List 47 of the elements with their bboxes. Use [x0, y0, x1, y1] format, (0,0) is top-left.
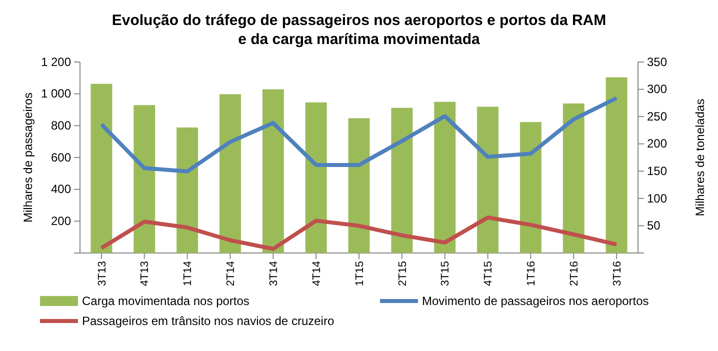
x-tick-label: 1T16	[526, 261, 538, 286]
chart-title: Evolução do tráfego de passageiros nos aeroportos e portos da RAM e da carga marítima movimentada	[112, 12, 606, 48]
bar	[562, 103, 584, 253]
y2-tick-label: 50	[647, 218, 661, 233]
x-tick-label: 4T14	[310, 261, 323, 286]
bar	[176, 127, 198, 253]
y2-tick-label: 100	[647, 191, 668, 206]
bar	[348, 118, 370, 253]
bar	[391, 108, 413, 253]
bar	[434, 102, 456, 253]
y-tick-label: 200	[50, 214, 72, 228]
y-tick-label: 1 000	[40, 86, 72, 101]
x-tick-label: 2T14	[225, 261, 238, 286]
x-tick-label: 3T13	[96, 261, 108, 286]
bar	[220, 94, 241, 253]
y-tick-label: 800	[50, 118, 72, 133]
bar	[262, 89, 284, 253]
x-tick-label: 1T14	[182, 261, 194, 286]
bar	[90, 84, 112, 253]
line-series	[99, 216, 619, 251]
y-tick-label: 400	[50, 182, 72, 196]
line-series	[99, 96, 619, 174]
bar	[305, 102, 327, 253]
x-tick-label: 2T15	[396, 261, 409, 286]
y-tick-label: 1 200	[40, 54, 72, 69]
legend-label: Passageiros em trânsito nos navios de cruzeiro	[82, 314, 334, 328]
y2-tick-label: 350	[647, 54, 668, 69]
x-tick-label: 1T15	[354, 261, 366, 286]
y2-tick-label: 150	[647, 164, 668, 178]
x-tick-label: 4T13	[139, 261, 152, 286]
x-tick-label: 4T15	[482, 261, 495, 286]
x-tick-label: 3T16	[611, 261, 624, 286]
x-tick-label: 3T14	[268, 261, 280, 286]
y2-axis-title: Milhares de toneladas	[693, 98, 707, 216]
bar	[134, 105, 156, 253]
y2-tick-label: 200	[647, 136, 668, 151]
x-tick-label: 3T15	[440, 261, 452, 286]
y-tick-label: 600	[50, 150, 72, 164]
bar	[477, 106, 498, 253]
bar	[520, 122, 542, 253]
y2-tick-label: 300	[647, 82, 668, 96]
y2-tick-label: 250	[647, 109, 668, 124]
legend-label: Carga movimentada nos portos	[82, 294, 250, 308]
legend-label: Movimento de passageiros nos aeroportos	[422, 294, 649, 308]
bar	[606, 77, 628, 253]
x-tick-label: 2T16	[568, 261, 580, 286]
y-axis-title: Milhares de passageiros	[21, 92, 35, 223]
